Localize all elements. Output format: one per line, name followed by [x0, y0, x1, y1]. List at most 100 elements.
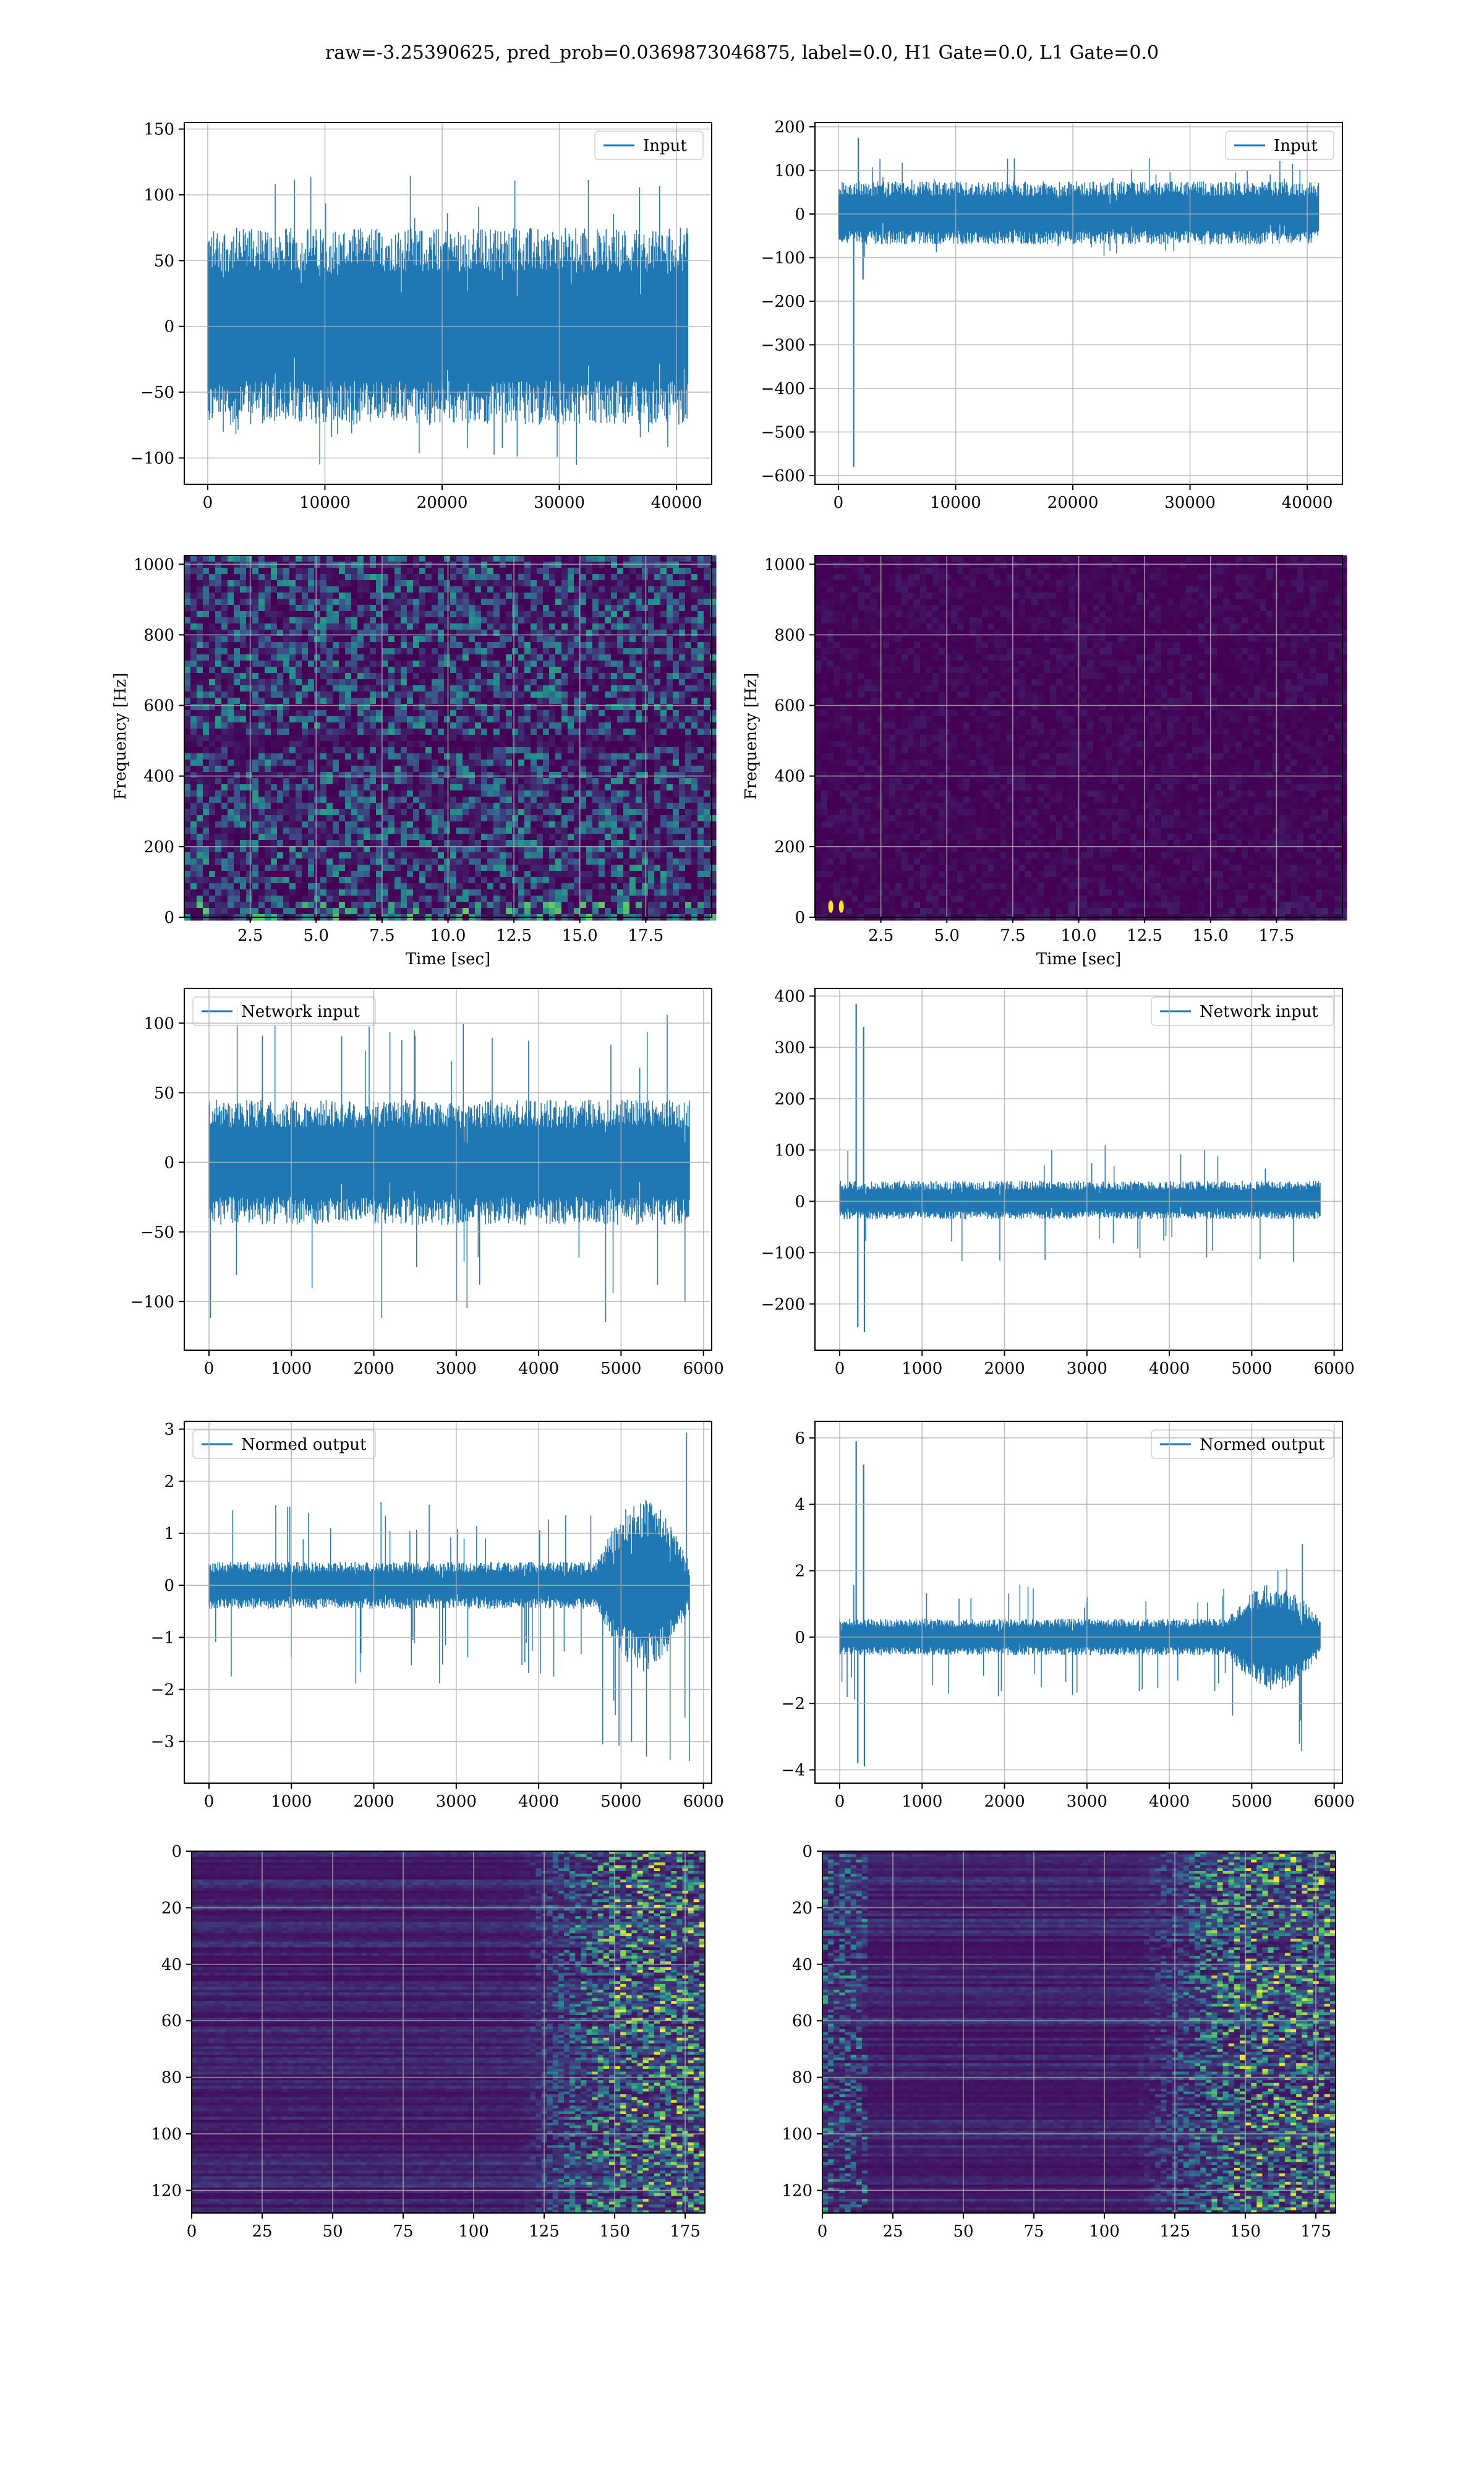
spectrogram-cell: [258, 623, 265, 630]
spectrogram-cell: [228, 654, 234, 661]
spectrogram-cell: [586, 648, 593, 655]
spectrogram-cell: [382, 710, 389, 717]
spectrogram-cell: [376, 735, 383, 742]
spectrogram-cell: [629, 828, 636, 834]
spectrogram-cell: [611, 586, 618, 593]
spectrogram-cell: [580, 834, 587, 841]
spectrogram-cell: [691, 605, 698, 612]
spectrogram-cell: [549, 865, 556, 871]
spectrogram-cell: [432, 834, 438, 841]
spectrogram-cell: [636, 865, 642, 871]
spectrogram-cell: [265, 790, 271, 797]
spectrogram-cell: [283, 574, 290, 581]
spectrogram-cell: [537, 803, 544, 810]
spectrogram-cell: [623, 630, 630, 636]
spectrogram-cell: [642, 599, 649, 606]
spectrogram-cell: [568, 834, 574, 841]
spectrogram-cell: [234, 889, 241, 896]
spectrogram-cell: [697, 797, 704, 803]
spectrogram-cell: [351, 741, 358, 748]
spectrogram-cell: [296, 654, 302, 661]
spectrogram-cell: [197, 611, 203, 618]
spectrogram-cell: [308, 654, 315, 661]
spectrogram-cell: [314, 803, 321, 810]
spectrogram-cell: [351, 555, 358, 562]
spectrogram-cell: [586, 605, 593, 612]
spectrogram-cell: [506, 741, 513, 748]
spectrogram-cell: [660, 679, 667, 686]
spectrogram-cell: [450, 834, 457, 841]
spectrogram-cell: [197, 908, 203, 915]
spectrogram-cell: [394, 809, 401, 816]
spectrogram-cell: [456, 685, 463, 692]
spectrogram-cell: [679, 586, 686, 593]
spectrogram-cell: [450, 778, 457, 785]
spectrogram-cell: [228, 710, 234, 717]
spectrogram-cell: [351, 902, 358, 909]
spectrogram-cell: [673, 741, 680, 748]
spectrogram-cell: [388, 896, 395, 902]
spectrogram-cell: [382, 760, 389, 766]
spectrogram-cell: [531, 828, 537, 834]
spectrogram-cell: [296, 778, 302, 785]
spectrogram-cell: [258, 741, 265, 748]
spectrogram-cell: [605, 803, 612, 810]
spectrogram-cell: [524, 667, 531, 674]
spectrogram-cell: [704, 611, 710, 618]
spectrogram-cell: [673, 852, 680, 859]
spectrogram-cell: [710, 685, 717, 692]
y-tick-label: 100: [143, 186, 174, 205]
spectrogram-cell: [629, 722, 636, 729]
spectrogram-cell: [617, 722, 624, 729]
spectrogram-cell: [568, 790, 574, 797]
spectrogram-cell: [592, 790, 599, 797]
spectrogram-cell: [549, 568, 556, 575]
spectrogram-cell: [252, 797, 259, 803]
spectrogram-cell: [654, 611, 661, 618]
spectrogram-cell: [339, 580, 346, 587]
spectrogram-cell: [710, 877, 717, 884]
spectrogram-cell: [364, 722, 370, 729]
spectrogram-cell: [357, 828, 364, 834]
spectrogram-cell: [599, 617, 605, 624]
spectrogram-cell: [636, 593, 642, 599]
spectrogram-cell: [463, 630, 469, 636]
spectrogram-cell: [370, 568, 377, 575]
spectrogram-cell: [592, 871, 599, 878]
spectrogram-cell: [234, 599, 241, 606]
spectrogram-cell: [382, 797, 389, 803]
spectrogram-cell: [679, 815, 686, 822]
spectrogram-cell: [302, 902, 309, 909]
spectrogram-cell: [209, 797, 216, 803]
spectrogram-cell: [456, 858, 463, 865]
spectrogram-cell: [636, 636, 642, 643]
spectrogram-cell: [438, 803, 445, 810]
spectrogram-cell: [314, 623, 321, 630]
spectrogram-cell: [370, 834, 377, 841]
spectrogram-cell: [407, 784, 414, 791]
spectrogram-cell: [364, 685, 370, 692]
spectrogram-cell: [228, 797, 234, 803]
spectrogram-cell: [234, 729, 241, 735]
spectrogram-cell: [438, 685, 445, 692]
spectrogram-cell: [691, 716, 698, 723]
spectrogram-cell: [215, 636, 222, 643]
spectrogram-cell: [265, 698, 271, 704]
spectrogram-cell: [351, 865, 358, 871]
spectrogram-cell: [394, 661, 401, 667]
spectrogram-cell: [710, 852, 717, 859]
spectrogram-cell: [537, 661, 544, 667]
spectrogram-cell: [463, 828, 469, 834]
spectrogram-cell: [580, 753, 587, 760]
spectrogram-cell: [277, 710, 284, 717]
spectrogram-cell: [277, 803, 284, 810]
spectrogram-cell: [469, 735, 475, 742]
spectrogram-cell: [469, 568, 475, 575]
spectrogram-cell: [438, 661, 445, 667]
spectrogram-cell: [697, 611, 704, 618]
spectrogram-cell: [215, 555, 222, 562]
spectrogram-cell: [697, 729, 704, 735]
spectrogram-cell: [654, 729, 661, 735]
spectrogram-cell: [580, 858, 587, 865]
spectrogram-cell: [351, 623, 358, 630]
